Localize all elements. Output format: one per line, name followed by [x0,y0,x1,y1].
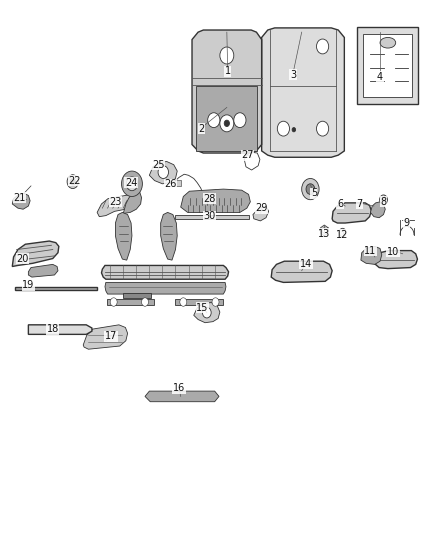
Text: 19: 19 [22,280,35,290]
Text: 15: 15 [196,303,208,313]
Polygon shape [196,86,257,151]
Ellipse shape [380,37,396,48]
Ellipse shape [234,113,246,127]
Ellipse shape [126,177,138,191]
Polygon shape [371,202,385,217]
Text: 26: 26 [164,179,177,189]
Text: 16: 16 [173,383,185,393]
Polygon shape [332,203,371,223]
Polygon shape [123,293,151,298]
Ellipse shape [277,121,290,136]
Polygon shape [357,27,418,104]
Polygon shape [149,161,177,184]
Text: 6: 6 [337,199,343,209]
Polygon shape [181,189,251,213]
Polygon shape [105,282,226,294]
Polygon shape [149,395,215,398]
Polygon shape [12,241,59,266]
Polygon shape [12,193,30,209]
Text: 13: 13 [318,229,330,239]
Ellipse shape [220,115,234,132]
Polygon shape [192,30,261,153]
Ellipse shape [70,179,75,185]
Ellipse shape [306,184,315,195]
Text: 5: 5 [311,188,317,198]
Text: 3: 3 [290,70,296,79]
Text: 28: 28 [203,193,215,204]
Polygon shape [83,325,127,349]
Text: 20: 20 [16,254,28,263]
Ellipse shape [121,171,142,197]
Text: 22: 22 [68,175,81,185]
Text: 30: 30 [203,211,215,221]
Polygon shape [161,213,177,260]
Ellipse shape [180,298,187,306]
Polygon shape [102,265,229,279]
Text: 18: 18 [46,324,59,334]
Ellipse shape [224,120,230,126]
Ellipse shape [339,228,346,237]
Text: 14: 14 [300,259,312,269]
Text: 11: 11 [364,246,377,256]
Polygon shape [123,190,141,214]
Polygon shape [173,180,181,186]
Ellipse shape [380,195,388,205]
Text: 29: 29 [255,203,268,213]
Text: 7: 7 [356,199,362,209]
Polygon shape [194,303,220,322]
Ellipse shape [382,198,385,202]
Ellipse shape [202,308,211,318]
Text: 21: 21 [14,192,26,203]
Text: 10: 10 [387,247,399,257]
Ellipse shape [220,47,234,64]
Ellipse shape [158,166,169,179]
Text: 12: 12 [336,230,349,240]
Text: 17: 17 [105,332,117,342]
Polygon shape [261,28,344,157]
Polygon shape [361,246,382,264]
Ellipse shape [110,298,117,306]
Polygon shape [97,195,141,216]
Polygon shape [176,300,223,305]
Ellipse shape [322,228,326,233]
Polygon shape [253,206,268,221]
Ellipse shape [317,121,328,136]
Text: 2: 2 [198,124,205,134]
Polygon shape [107,300,154,305]
Ellipse shape [317,39,328,54]
Text: 27: 27 [241,150,254,160]
Text: 8: 8 [381,197,387,207]
Ellipse shape [208,113,220,127]
Text: 25: 25 [152,160,164,169]
Text: 1: 1 [225,67,231,76]
Ellipse shape [212,298,219,306]
Text: 9: 9 [403,218,409,228]
Text: 4: 4 [377,71,383,82]
Polygon shape [145,391,219,402]
Polygon shape [375,251,417,269]
Ellipse shape [302,179,319,200]
Text: 23: 23 [109,197,122,207]
Ellipse shape [292,127,296,132]
Polygon shape [364,34,412,97]
Polygon shape [321,225,328,236]
Polygon shape [28,325,92,334]
Polygon shape [15,287,97,290]
Ellipse shape [67,175,78,189]
Polygon shape [28,264,58,277]
Ellipse shape [141,298,148,306]
Polygon shape [116,213,132,260]
Polygon shape [271,261,332,282]
Text: 24: 24 [125,177,137,188]
Polygon shape [176,215,249,219]
